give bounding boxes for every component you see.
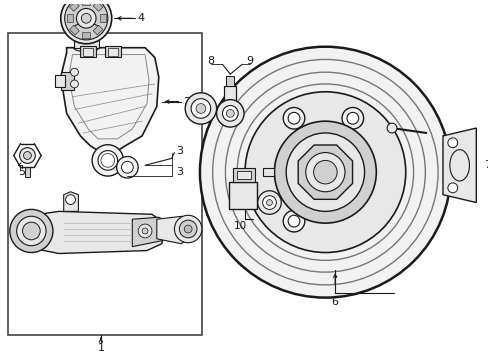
Bar bbox=[82, 32, 90, 38]
Circle shape bbox=[70, 80, 78, 88]
Circle shape bbox=[101, 153, 114, 167]
Circle shape bbox=[341, 108, 363, 129]
Bar bbox=[8, 33, 202, 335]
Circle shape bbox=[76, 9, 96, 28]
Text: 5: 5 bbox=[18, 167, 25, 177]
Circle shape bbox=[200, 47, 450, 298]
Circle shape bbox=[65, 195, 75, 204]
Circle shape bbox=[117, 157, 138, 178]
Bar bbox=[107, 48, 118, 55]
Circle shape bbox=[226, 109, 234, 117]
Bar bbox=[80, 46, 96, 58]
Circle shape bbox=[222, 105, 238, 121]
Circle shape bbox=[122, 161, 133, 173]
Circle shape bbox=[196, 104, 205, 113]
Bar bbox=[104, 46, 121, 58]
Circle shape bbox=[346, 112, 358, 124]
Circle shape bbox=[174, 215, 202, 243]
Circle shape bbox=[447, 183, 457, 193]
Polygon shape bbox=[61, 48, 159, 150]
Text: 3: 3 bbox=[176, 167, 183, 177]
Circle shape bbox=[313, 161, 336, 184]
Circle shape bbox=[287, 215, 299, 227]
Circle shape bbox=[179, 220, 197, 238]
Circle shape bbox=[274, 121, 376, 223]
Polygon shape bbox=[20, 211, 164, 253]
Bar bbox=[93, 25, 102, 35]
Bar bbox=[93, 2, 102, 12]
Circle shape bbox=[285, 133, 364, 211]
Polygon shape bbox=[298, 145, 352, 199]
Circle shape bbox=[22, 222, 40, 240]
Bar bbox=[24, 167, 30, 177]
Text: 2: 2 bbox=[183, 96, 190, 107]
Circle shape bbox=[185, 93, 216, 124]
Circle shape bbox=[98, 150, 118, 170]
Bar bbox=[82, 0, 90, 5]
Circle shape bbox=[447, 138, 457, 148]
Circle shape bbox=[283, 108, 304, 129]
Circle shape bbox=[266, 199, 272, 206]
Circle shape bbox=[23, 152, 31, 159]
Bar bbox=[226, 76, 234, 86]
Circle shape bbox=[61, 0, 111, 44]
Circle shape bbox=[70, 68, 78, 76]
Bar bbox=[224, 86, 236, 104]
Bar bbox=[69, 2, 79, 12]
Bar bbox=[83, 48, 93, 55]
Bar bbox=[55, 75, 64, 87]
Bar bbox=[100, 14, 105, 22]
Bar bbox=[229, 182, 256, 210]
Circle shape bbox=[20, 148, 35, 163]
Bar bbox=[73, 28, 99, 48]
Text: 6: 6 bbox=[331, 297, 338, 306]
Circle shape bbox=[191, 99, 210, 118]
Circle shape bbox=[142, 228, 148, 234]
Polygon shape bbox=[63, 192, 78, 211]
Circle shape bbox=[386, 123, 396, 133]
Circle shape bbox=[64, 0, 107, 40]
Bar bbox=[233, 168, 254, 182]
Circle shape bbox=[138, 224, 152, 238]
Circle shape bbox=[305, 153, 344, 192]
Text: 8: 8 bbox=[207, 57, 214, 66]
Bar bbox=[66, 14, 72, 22]
Text: 4: 4 bbox=[137, 13, 144, 23]
Text: 9: 9 bbox=[246, 57, 253, 66]
Bar bbox=[69, 25, 79, 35]
Polygon shape bbox=[157, 216, 188, 244]
Bar bbox=[61, 72, 74, 90]
Circle shape bbox=[81, 13, 91, 23]
Text: 10: 10 bbox=[233, 221, 246, 231]
Text: 7: 7 bbox=[483, 160, 488, 170]
Circle shape bbox=[257, 191, 281, 214]
Circle shape bbox=[17, 216, 46, 246]
Circle shape bbox=[287, 112, 299, 124]
Bar bbox=[237, 171, 250, 179]
Text: 11: 11 bbox=[274, 216, 287, 226]
Circle shape bbox=[262, 196, 276, 210]
Bar bbox=[262, 168, 274, 176]
Circle shape bbox=[184, 225, 192, 233]
Circle shape bbox=[283, 210, 304, 232]
Circle shape bbox=[10, 210, 53, 252]
Text: 3: 3 bbox=[176, 145, 183, 156]
Circle shape bbox=[92, 145, 123, 176]
Polygon shape bbox=[132, 217, 168, 247]
Circle shape bbox=[216, 100, 244, 127]
Polygon shape bbox=[442, 128, 475, 203]
Text: 1: 1 bbox=[97, 343, 104, 352]
Circle shape bbox=[244, 92, 405, 252]
